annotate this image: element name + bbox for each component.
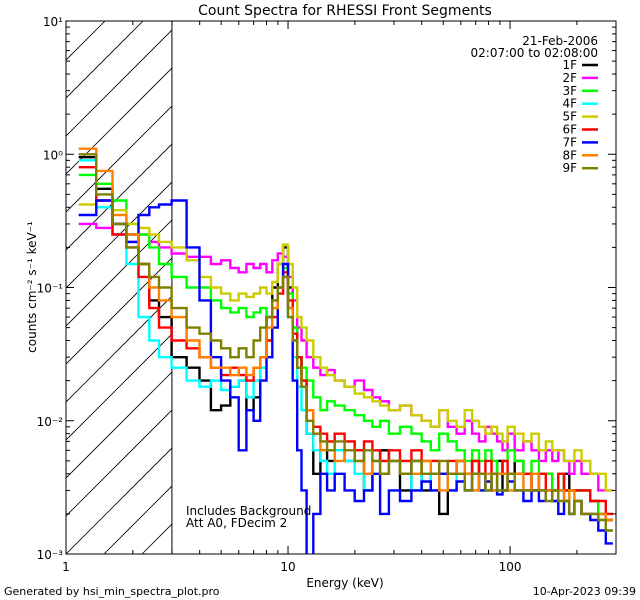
y-tick-label: 10⁰	[43, 148, 63, 162]
legend-label-7F: 7F	[562, 135, 577, 149]
series-lines	[78, 147, 613, 554]
legend-label-2F: 2F	[562, 71, 577, 85]
series-line-5F	[78, 199, 613, 492]
hatched-region	[0, 0, 640, 554]
hatch-line	[66, 219, 172, 327]
hatch-line	[0, 0, 18, 554]
hatch-line	[66, 29, 172, 137]
axis-ticks: 1 10 100 10¹ 10⁰ 10⁻¹ 10⁻² 10⁻³	[37, 15, 617, 574]
x-tick-label: 10	[280, 560, 295, 574]
hatch-line	[66, 21, 68, 23]
series-line-3F	[78, 173, 613, 516]
hatch-line	[66, 143, 172, 251]
legend-label-8F: 8F	[562, 148, 577, 162]
hatch-line	[66, 21, 144, 99]
legend-label-6F: 6F	[562, 123, 577, 137]
series-line-9F	[78, 153, 613, 532]
y-tick-label: 10¹	[43, 15, 63, 29]
y-tick-label: 10⁻²	[37, 415, 64, 429]
legend-label-5F: 5F	[562, 110, 577, 124]
y-axis-label: counts cm⁻² s⁻¹ keV⁻¹	[25, 221, 39, 353]
series-line-2F	[78, 222, 613, 492]
hatch-line	[446, 0, 640, 554]
x-tick-label: 1	[62, 560, 70, 574]
annotation-background: Includes Background	[186, 504, 311, 518]
hatch-line	[66, 67, 172, 175]
annotation-attenuator: Att A0, FDecim 2	[186, 516, 287, 530]
hatch-line	[636, 0, 640, 554]
hatch-line	[66, 409, 172, 517]
hatch-line	[66, 447, 172, 554]
legend-label-1F: 1F	[562, 58, 577, 72]
hatch-line	[294, 0, 640, 554]
legend-label-3F: 3F	[562, 84, 577, 98]
timestamp-label: 10-Apr-2023 09:39	[533, 585, 636, 598]
hatch-line	[598, 0, 640, 554]
series-line-1F	[78, 156, 613, 522]
hatch-line	[66, 181, 172, 289]
generated-by-label: Generated by hsi_min_spectra_plot.pro	[4, 585, 220, 598]
x-axis-label: Energy (keV)	[306, 576, 383, 590]
legend-label-4F: 4F	[562, 97, 577, 111]
hatch-line	[66, 257, 172, 365]
time-range-label: 02:07:00 to 02:08:00	[471, 46, 598, 60]
x-tick-label: 100	[499, 560, 522, 574]
hatch-line	[66, 295, 172, 403]
y-tick-label: 10⁻³	[37, 548, 64, 562]
legend-label-9F: 9F	[562, 161, 577, 175]
y-tick-label: 10⁻¹	[37, 282, 64, 296]
hatch-line	[66, 371, 172, 479]
date-label: 21-Feb-2006	[522, 34, 598, 48]
chart-title: Count Spectra for RHESSI Front Segments	[198, 3, 492, 19]
